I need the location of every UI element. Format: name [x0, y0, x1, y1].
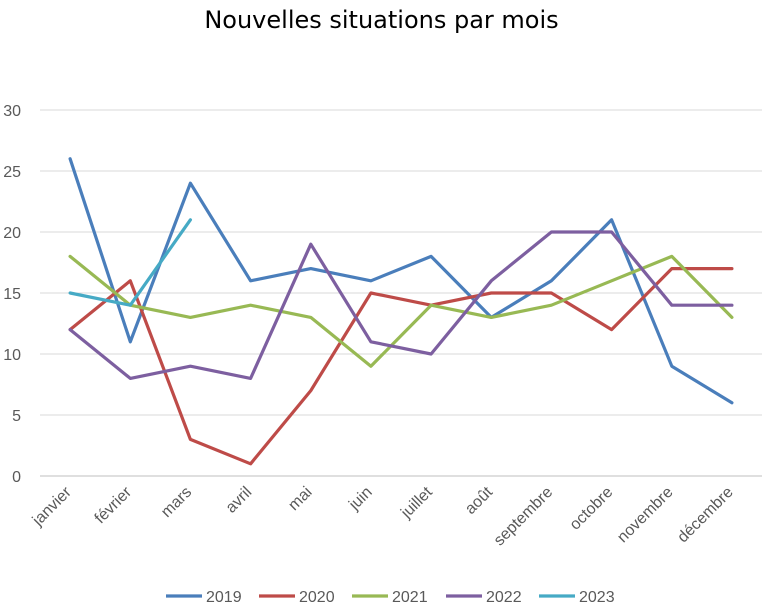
y-tick-label: 25 — [3, 164, 21, 181]
gridlines — [40, 109, 762, 477]
y-tick-label: 30 — [3, 103, 21, 120]
series-lines — [68, 157, 734, 466]
series-line-2022 — [68, 230, 734, 380]
series-line-2021 — [68, 254, 734, 368]
legend-item-2022: 2022 — [446, 589, 522, 606]
chart-title: Nouvelles situations par mois — [204, 6, 559, 34]
y-tick-label: 20 — [3, 225, 21, 242]
y-tick-label: 10 — [3, 347, 21, 364]
x-tick-label: décembre — [674, 484, 736, 546]
y-tick-label: 5 — [12, 408, 21, 425]
x-tick-label: juin — [345, 484, 375, 514]
legend-label: 2021 — [392, 589, 428, 606]
x-tick-label: septembre — [491, 484, 557, 550]
x-tick-label: avril — [223, 484, 256, 517]
series-line-2023 — [68, 218, 192, 307]
legend-label: 2022 — [486, 589, 522, 606]
y-tick-label: 15 — [3, 286, 21, 303]
legend-item-2023: 2023 — [539, 589, 615, 606]
legend-item-2020: 2020 — [259, 589, 335, 606]
x-tick-label: août — [462, 483, 496, 517]
x-tick-label: mai — [285, 484, 315, 514]
y-axis-ticks: 0 5 10 15 20 25 30 — [3, 103, 21, 486]
x-tick-label: juillet — [397, 483, 436, 522]
legend-item-2019: 2019 — [166, 589, 242, 606]
x-tick-label: octobre — [567, 484, 617, 534]
x-tick-label: mars — [158, 484, 195, 521]
series-line-2019 — [68, 157, 734, 405]
legend: 2019 2020 2021 2022 2023 — [166, 589, 615, 606]
legend-item-2021: 2021 — [352, 589, 428, 606]
x-tick-label: novembre — [614, 484, 676, 546]
x-tick-label: janvier — [29, 483, 76, 530]
legend-label: 2019 — [206, 589, 242, 606]
legend-label: 2020 — [299, 589, 335, 606]
y-tick-label: 0 — [12, 469, 21, 486]
legend-label: 2023 — [579, 589, 615, 606]
x-tick-label: février — [92, 483, 136, 527]
x-axis-ticks: janvier février mars avril mai juin juillet aoû… — [29, 483, 737, 549]
series-line-2020 — [68, 267, 734, 466]
